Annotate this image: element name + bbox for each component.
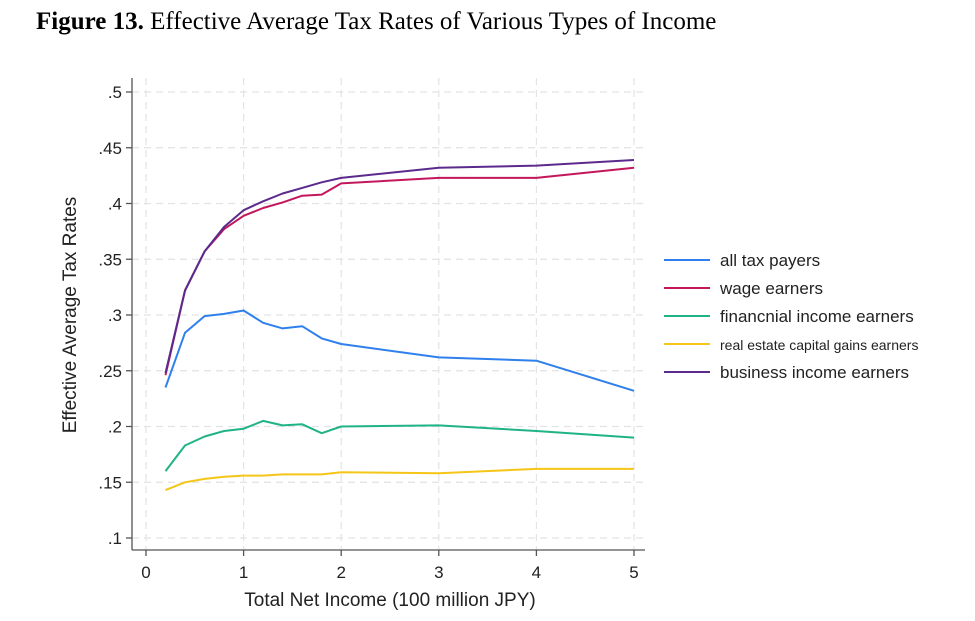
x-tick-label: 5: [629, 563, 638, 582]
x-tick-label: 3: [434, 563, 443, 582]
series-line-5: [164, 159, 635, 374]
legend-label: business income earners: [720, 363, 909, 382]
y-tick-label: .2: [108, 418, 122, 437]
y-tick-label: .25: [98, 362, 122, 381]
y-tick-label: .45: [98, 139, 122, 158]
legend-label: wage earners: [719, 279, 823, 298]
y-tick-label: .15: [98, 473, 122, 492]
legend-label: real estate capital gains earners: [720, 337, 918, 353]
y-axis-label: Effective Average Tax Rates: [60, 197, 81, 434]
x-tick-label: 4: [532, 563, 541, 582]
series-lines: [164, 159, 635, 492]
y-tick-label: .1: [108, 529, 122, 548]
x-tick-label: 2: [336, 563, 345, 582]
figure-caption: Effective Average Tax Rates of Various T…: [150, 8, 717, 35]
series-line-2: [164, 166, 635, 376]
legend-label: all tax payers: [720, 251, 820, 270]
figure-label: Figure 13.: [36, 8, 144, 35]
series-line-3: [164, 419, 635, 472]
series-line-4: [165, 467, 634, 492]
x-tick-label: 0: [141, 563, 150, 582]
figure-title: Figure 13. Effective Average Tax Rates o…: [36, 8, 716, 36]
legend-label: financnial income earners: [720, 307, 914, 326]
y-tick-label: .3: [108, 306, 122, 325]
gridlines: [132, 78, 645, 550]
axes: .1 .15 .2 .25 .3 .35 .4 .45 .5 0 1 2 3 4 5: [98, 78, 645, 582]
y-tick-label: .5: [108, 83, 122, 102]
y-tick-label: .4: [108, 195, 122, 214]
x-tick-label: 1: [239, 563, 248, 582]
y-tick-label: .35: [98, 250, 122, 269]
series-line-1: [164, 309, 635, 392]
legend: all tax payers wage earners financnial inc…: [664, 251, 918, 382]
x-axis-label: Total Net Income (100 million JPY): [244, 590, 535, 611]
